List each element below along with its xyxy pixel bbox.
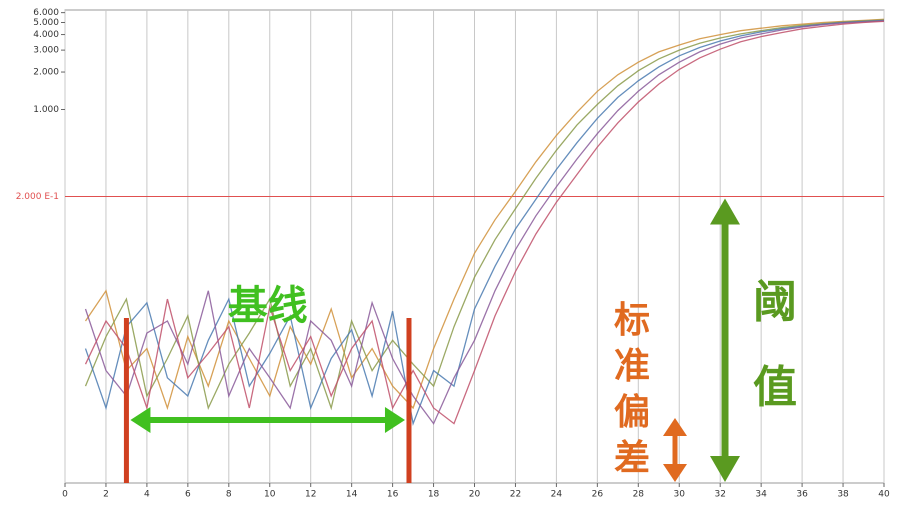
x-tick-label: 20 bbox=[469, 490, 481, 500]
y-tick-label: 5.000 bbox=[33, 18, 59, 28]
threshold-char: 阈 bbox=[753, 277, 797, 328]
x-tick-label: 18 bbox=[428, 490, 440, 500]
amplification-curve bbox=[84, 19, 884, 426]
x-tick-label: 36 bbox=[796, 490, 808, 500]
x-tick-label: 4 bbox=[144, 490, 150, 500]
threshold-label: 2.000 E-1 bbox=[16, 192, 59, 202]
amplification-curve bbox=[84, 19, 884, 411]
curves bbox=[84, 18, 884, 426]
x-tick-label: 10 bbox=[264, 490, 276, 500]
x-tick-label: 12 bbox=[305, 490, 316, 500]
x-tick-label: 2 bbox=[103, 490, 109, 500]
y-tick-label: 2.000 bbox=[33, 68, 59, 78]
amplification-curve bbox=[84, 20, 884, 425]
x-tick-label: 22 bbox=[510, 490, 521, 500]
amplification-curve bbox=[84, 20, 884, 425]
std-dev-char: 偏 bbox=[614, 392, 650, 433]
x-tick-label: 32 bbox=[714, 490, 725, 500]
x-tick-label: 0 bbox=[62, 490, 68, 500]
x-tick-label: 24 bbox=[551, 490, 563, 500]
std-dev-char: 差 bbox=[614, 438, 650, 479]
x-tick-label: 38 bbox=[837, 490, 849, 500]
x-tick-label: 30 bbox=[674, 490, 686, 500]
threshold-char: 值 bbox=[753, 362, 797, 413]
y-tick-label: 3.000 bbox=[33, 46, 59, 56]
baseline-label: 基线 bbox=[228, 283, 308, 329]
x-tick-label: 26 bbox=[592, 490, 604, 500]
x-tick-label: 34 bbox=[755, 490, 767, 500]
amplification-curve bbox=[84, 18, 884, 411]
x-tick-label: 6 bbox=[185, 490, 191, 500]
arrow-head bbox=[384, 407, 405, 433]
x-tick-label: 40 bbox=[878, 490, 890, 500]
arrow-head bbox=[710, 456, 740, 482]
arrow-head bbox=[130, 407, 151, 433]
std-dev-char: 准 bbox=[614, 346, 650, 387]
y-tick-label: 1.000 bbox=[33, 105, 59, 115]
arrow-head bbox=[663, 418, 687, 436]
y-tick-label: 4.000 bbox=[33, 30, 59, 40]
arrow-head bbox=[663, 464, 687, 482]
y-tick-label: 6.000 bbox=[33, 8, 59, 18]
std-dev-char: 标 bbox=[614, 300, 650, 341]
grid: 0 2 4 6 8 10 12 14 16 18 20 22 24 26 28 30 32 34 36 38 406.0… bbox=[16, 8, 890, 499]
x-tick-label: 16 bbox=[387, 490, 399, 500]
x-tick-label: 14 bbox=[346, 490, 358, 500]
baseline-start bbox=[123, 318, 129, 483]
baseline-end bbox=[406, 318, 412, 483]
x-tick-label: 28 bbox=[633, 490, 645, 500]
arrow-head bbox=[710, 198, 740, 225]
x-tick-label: 8 bbox=[226, 490, 232, 500]
